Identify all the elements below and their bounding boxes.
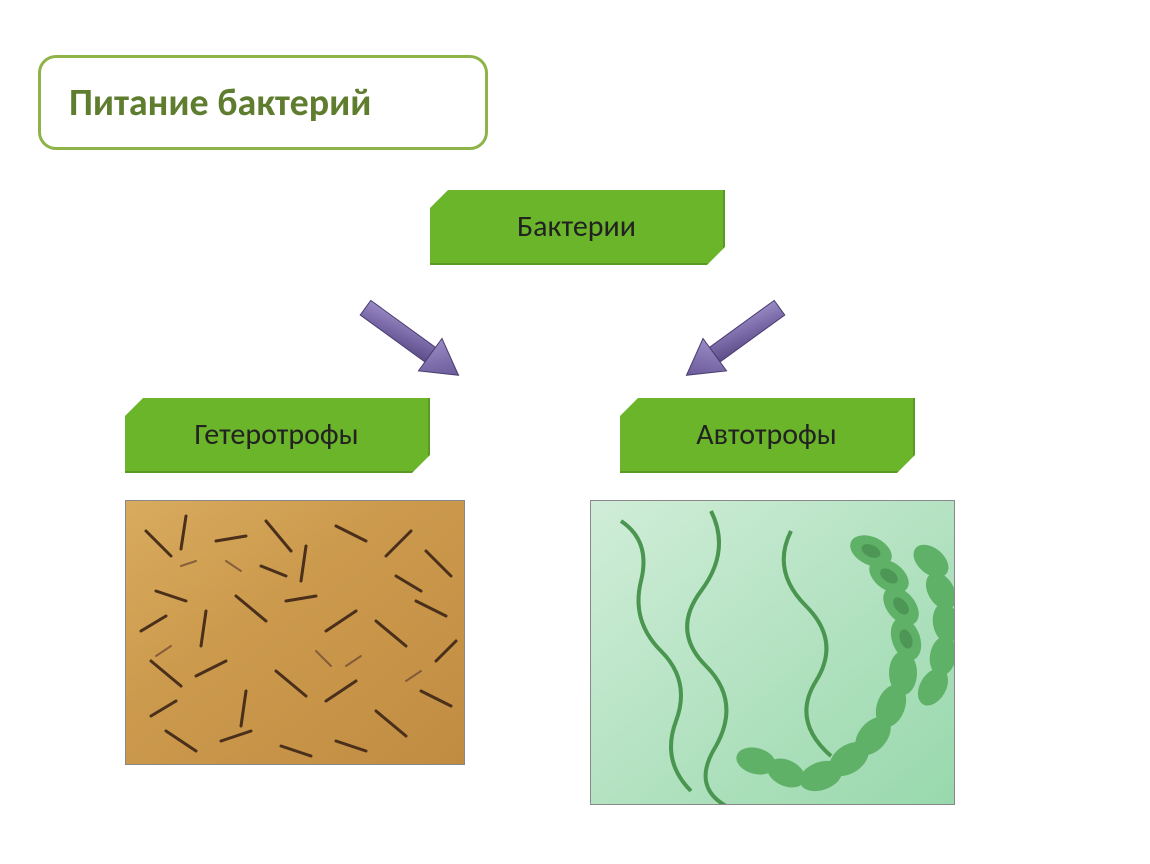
root-node: Бактерии (430, 190, 725, 265)
autotroph-image (590, 500, 955, 805)
left-node: Гетеротрофы (125, 398, 430, 473)
arrow-left (310, 275, 510, 405)
right-label: Автотрофы (696, 416, 837, 453)
root-label: Бактерии (517, 208, 636, 245)
arrow-right (635, 275, 835, 405)
title-box: Питание бактерий (38, 55, 488, 150)
heterotroph-image (125, 500, 465, 765)
title-text: Питание бактерий (69, 80, 371, 126)
right-node: Автотрофы (620, 398, 915, 473)
left-label: Гетеротрофы (194, 416, 358, 453)
